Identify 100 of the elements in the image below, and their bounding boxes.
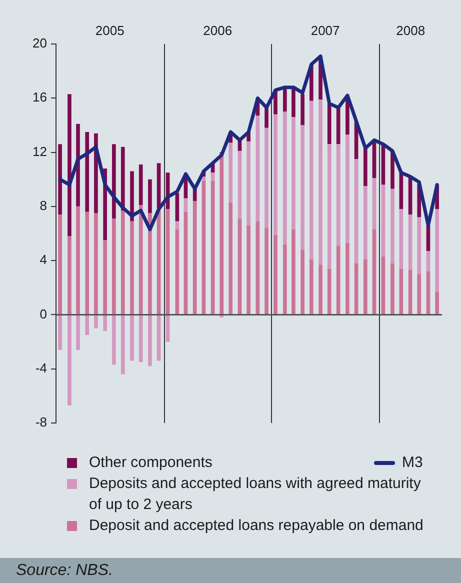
bar [318,264,322,314]
bar [264,128,268,228]
bar [238,150,242,219]
bar [282,87,287,112]
bar [390,263,394,314]
bar [138,315,143,362]
bar [120,146,125,210]
bar [112,315,116,365]
bar [68,94,72,236]
y-tick-label: 8 [40,198,47,214]
legend-label: M3 [402,453,423,473]
bar [390,188,394,264]
bar [120,210,125,314]
bar [426,271,430,314]
y-tick-label: -4 [35,360,47,376]
bar [435,292,439,314]
bar [381,256,386,314]
bar [327,268,332,314]
bar [58,144,62,215]
bar [156,315,161,361]
bar [120,315,125,374]
bar [238,218,242,314]
bar [138,164,143,206]
bar [408,214,412,270]
legend-label: Other components [89,454,212,471]
bar [336,108,340,144]
bar [130,171,134,222]
y-tick-label: 20 [32,36,47,51]
bar [292,229,296,314]
bar [246,225,250,314]
bar [399,172,404,210]
bar [292,88,296,118]
bar [85,315,90,336]
bar [309,259,314,314]
bar [372,229,376,314]
bar [192,201,197,314]
bar [184,198,188,212]
bar [408,270,412,314]
bar [85,132,90,212]
x-tick-label: 2007 [310,22,340,38]
y-tick-label: 16 [32,90,47,105]
bar [346,134,350,243]
bar [192,188,197,202]
bar [300,125,304,250]
bar [274,234,278,314]
bar [228,202,233,314]
bar [256,116,260,222]
bar [381,184,386,257]
bar [68,315,72,406]
bar [363,148,368,186]
bar [148,213,152,314]
bar [354,159,358,264]
bar [256,221,260,314]
bar [184,212,188,314]
bar [264,228,268,314]
bar [112,144,116,219]
bar [130,315,134,361]
source-note: Source: NBS. [16,562,113,580]
bar [336,144,340,246]
x-tick-label: 2008 [396,22,426,38]
bar [435,209,439,292]
y-tick-label: -8 [35,414,47,430]
bar [282,244,287,314]
bar [399,268,404,314]
bar [148,179,152,214]
bar [138,205,143,314]
bar [94,213,98,314]
bar [130,221,134,314]
y-tick-label: 0 [40,306,47,322]
bar [103,315,107,331]
bar [148,315,152,366]
bar [318,99,322,265]
bar [417,217,422,274]
bar [346,242,350,314]
bar [336,246,340,314]
bar [210,172,215,181]
bar [166,315,170,342]
bar [282,112,287,244]
y-tick-label: 12 [32,144,47,159]
bar [399,209,404,269]
legend-label: Deposit and accepted loans repayable on demand [89,516,424,536]
bar [175,221,180,230]
bar [112,218,116,314]
bar [166,209,170,314]
y-tick-label: 4 [40,252,47,268]
bar [327,104,332,144]
bar [228,142,233,202]
bar [309,100,314,260]
bar [372,178,376,230]
bar [300,94,304,126]
x-tick-label: 2006 [203,22,232,38]
bar [202,180,206,314]
bar [210,180,215,314]
bar [246,141,250,226]
bar [274,114,278,235]
bar [85,212,90,314]
bar [76,124,80,206]
legend-label: Deposits and accepted loans with agreed maturity of up to 2 years [89,474,422,515]
bar [363,259,368,314]
bar [426,251,430,272]
